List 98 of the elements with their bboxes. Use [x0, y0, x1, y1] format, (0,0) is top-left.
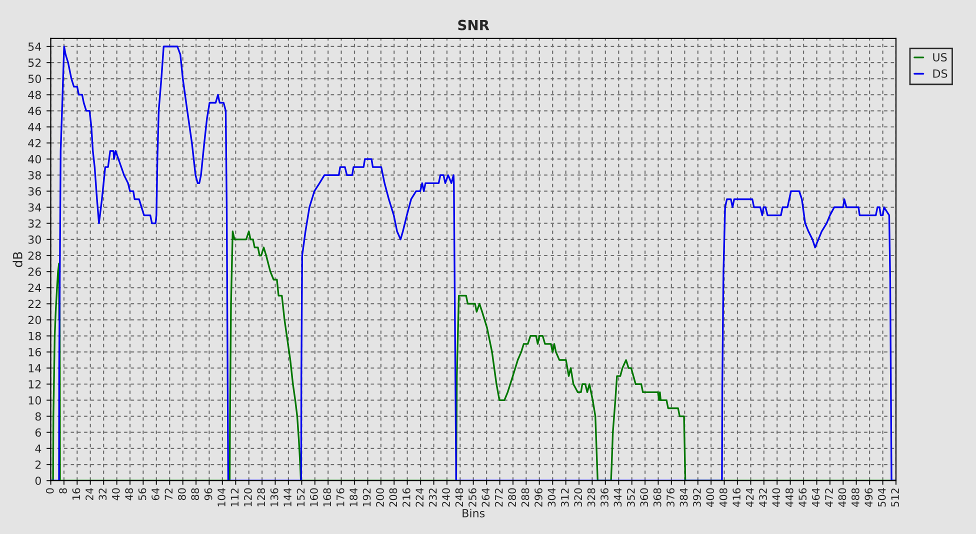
x-tick-label: 432 — [759, 488, 767, 507]
y-tick-label: 6 — [35, 428, 42, 437]
x-tick-label: 280 — [508, 488, 516, 507]
x-tick-label: 272 — [494, 488, 503, 507]
y-tick-label: 28 — [28, 251, 41, 260]
x-tick-label: 176 — [336, 488, 344, 506]
x-tick-label: 16 — [72, 488, 80, 500]
y-tick-label: 30 — [28, 235, 41, 244]
x-tick-label: 208 — [389, 488, 398, 507]
y-tick-label: 16 — [28, 348, 42, 356]
y-tick-label: 38 — [28, 171, 41, 180]
x-tick-label: 128 — [257, 488, 266, 506]
x-tick-label: 368 — [653, 488, 662, 507]
y-tick-label: 34 — [28, 203, 42, 212]
x-tick-label: 504 — [878, 488, 886, 507]
x-tick-label: 472 — [825, 488, 833, 507]
y-tick-label: 24 — [28, 284, 42, 292]
x-tick-label: 56 — [138, 488, 146, 500]
x-tick-label: 8 — [59, 488, 67, 494]
x-tick-label: 88 — [191, 488, 200, 500]
x-axis-title: Bins — [462, 508, 485, 518]
y-tick-label: 18 — [28, 332, 41, 340]
x-tick-label: 160 — [310, 488, 318, 506]
x-tick-label: 216 — [402, 488, 410, 507]
y-axis-title: dB — [12, 252, 22, 268]
x-tick-label: 416 — [732, 488, 741, 507]
x-tick-label: 392 — [693, 488, 701, 507]
x-tick-label: 440 — [772, 488, 780, 507]
y-tick-label: 12 — [28, 380, 41, 388]
chart-title: SNR — [458, 20, 490, 30]
x-tick-label: 144 — [284, 488, 292, 506]
x-tick-label: 120 — [244, 488, 252, 506]
x-tick-label: 232 — [428, 488, 437, 507]
x-tick-label: 80 — [178, 488, 186, 500]
x-tick-label: 200 — [376, 488, 384, 507]
x-tick-label: 464 — [812, 488, 820, 507]
x-tick-label: 312 — [560, 488, 569, 507]
x-tick-label: 48 — [125, 488, 134, 500]
x-tick-label: 424 — [746, 488, 754, 507]
x-tick-label: 264 — [482, 488, 490, 507]
y-tick-label: 42 — [28, 138, 41, 148]
x-tick-label: 336 — [600, 488, 608, 507]
x-tick-label: 96 — [204, 488, 212, 500]
x-tick-label: 328 — [587, 488, 596, 507]
y-tick-label: 20 — [28, 316, 41, 324]
legend-label: US — [933, 53, 947, 62]
y-tick-label: 14 — [28, 364, 42, 372]
y-tick-label: 54 — [28, 42, 42, 51]
legend-label: DS — [933, 69, 948, 78]
x-tick-label: 248 — [455, 488, 464, 507]
x-tick-label: 480 — [838, 488, 846, 507]
x-tick-label: 224 — [416, 488, 424, 507]
y-tick-label: 44 — [28, 123, 42, 132]
x-tick-label: 192 — [362, 488, 371, 506]
x-tick-label: 136 — [270, 488, 278, 506]
x-tick-label: 104 — [218, 488, 226, 506]
y-tick-label: 10 — [28, 396, 41, 405]
y-tick-label: 40 — [28, 155, 41, 164]
y-tick-label: 52 — [28, 58, 41, 67]
x-tick-label: 384 — [680, 488, 688, 507]
x-tick-label: 456 — [798, 488, 807, 507]
x-tick-label: 304 — [548, 488, 556, 507]
y-tick-label: 8 — [35, 412, 41, 421]
x-tick-label: 360 — [640, 488, 648, 507]
x-tick-label: 40 — [112, 488, 120, 500]
x-tick-label: 288 — [521, 488, 530, 507]
y-tick-label: 22 — [28, 300, 41, 308]
x-tick-label: 448 — [785, 488, 794, 507]
x-tick-label: 24 — [86, 488, 94, 500]
x-tick-label: 296 — [534, 488, 542, 507]
x-tick-label: 376 — [666, 488, 674, 507]
y-tick-label: 36 — [28, 187, 42, 196]
x-tick-label: 240 — [442, 488, 450, 507]
y-tick-label: 32 — [28, 219, 41, 228]
y-tick-label: 4 — [35, 444, 42, 453]
x-tick-label: 64 — [152, 488, 160, 500]
x-tick-label: 0 — [46, 488, 54, 494]
y-tick-label: 48 — [28, 90, 41, 100]
x-tick-label: 488 — [851, 488, 860, 507]
x-tick-label: 256 — [468, 488, 476, 507]
x-tick-label: 400 — [706, 488, 714, 507]
x-tick-label: 344 — [614, 488, 622, 507]
y-tick-label: 2 — [35, 460, 41, 469]
x-tick-label: 512 — [891, 488, 899, 507]
y-tick-label: 50 — [28, 74, 41, 84]
x-tick-label: 112 — [230, 488, 239, 506]
x-tick-label: 320 — [574, 488, 582, 507]
x-tick-label: 496 — [864, 488, 873, 507]
y-tick-label: 46 — [28, 106, 42, 116]
x-tick-label: 184 — [350, 488, 358, 506]
y-tick-label: 0 — [35, 476, 41, 485]
x-tick-label: 168 — [323, 488, 332, 506]
x-tick-label: 352 — [626, 488, 635, 507]
x-tick-label: 32 — [98, 488, 107, 500]
x-tick-label: 408 — [719, 488, 728, 507]
x-tick-label: 152 — [296, 488, 305, 506]
x-tick-label: 72 — [164, 488, 172, 500]
y-tick-label: 26 — [28, 268, 42, 276]
